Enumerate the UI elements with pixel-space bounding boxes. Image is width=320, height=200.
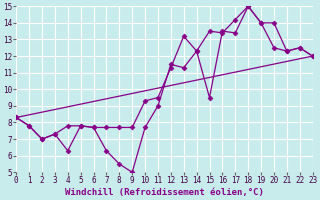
X-axis label: Windchill (Refroidissement éolien,°C): Windchill (Refroidissement éolien,°C) <box>65 188 264 197</box>
